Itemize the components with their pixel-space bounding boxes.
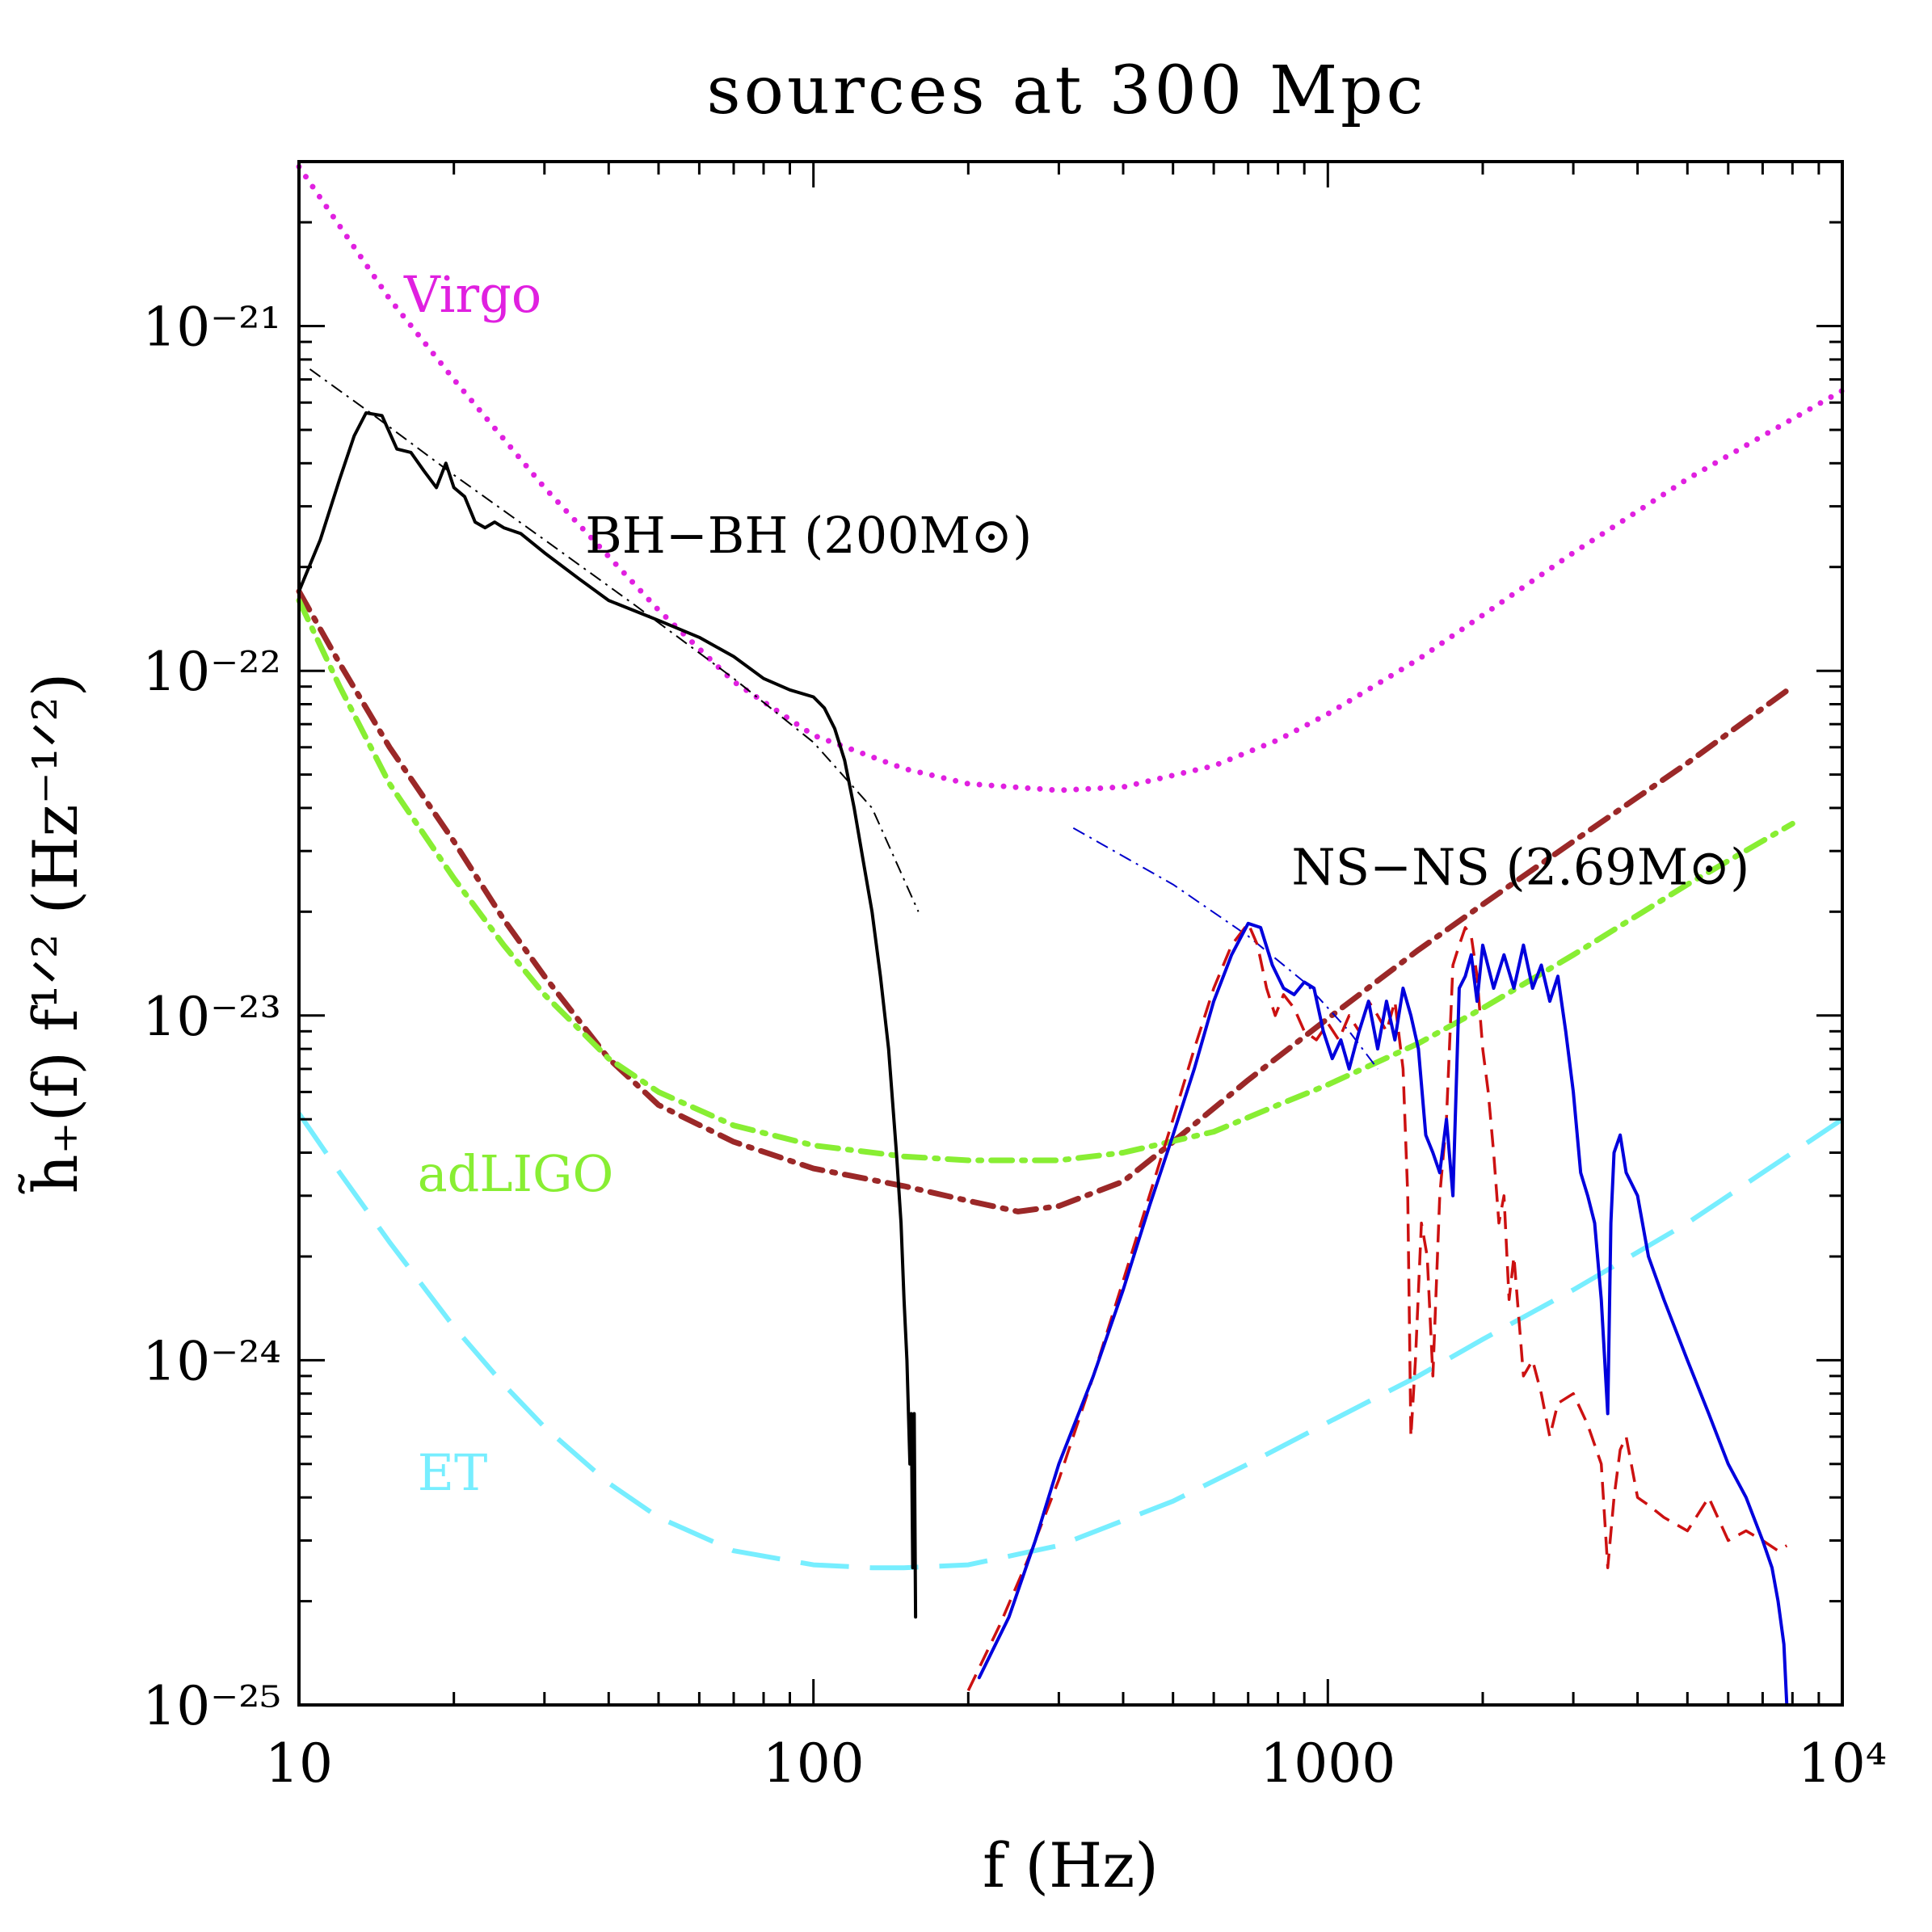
series-virgo — [296, 163, 1846, 793]
series-et — [297, 1112, 1844, 1571]
series-nsns_fit — [1072, 827, 1378, 1070]
y-tick-label: 10⁻²² — [142, 641, 281, 703]
x-axis-title: f (Hz) — [983, 1829, 1159, 1901]
annotation-layer: Virgo BH−BH (200M⊙) NS−NS (2.69M⊙) adLIGO ET — [403, 265, 1749, 1502]
series-adligo_dark — [296, 588, 1795, 1214]
x-tick-label: 1000 — [1260, 1732, 1395, 1795]
series-bhbh — [297, 411, 918, 1619]
tick-label-layer: 10 100 1000 10⁴ 10⁻²⁵ 10⁻²⁴ 10⁻²³ 10⁻²² 10⁻²¹ — [142, 297, 1887, 1795]
annotation-2: NS−NS (2.69M⊙) — [1291, 838, 1749, 897]
chart-title: sources at 300 Mpc — [707, 53, 1427, 129]
series-bhbh_fit — [309, 368, 920, 912]
annotation-4: ET — [418, 1443, 488, 1502]
x-tick-label: 10 — [265, 1732, 333, 1795]
series-adligo — [296, 597, 1795, 1164]
series-nsns_blue — [977, 921, 1789, 1707]
plot-frame — [297, 160, 1844, 1707]
annotation-3: adLIGO — [418, 1144, 614, 1203]
y-tick-label: 10⁻²⁵ — [142, 1675, 281, 1737]
tick-layer — [297, 160, 1844, 1707]
annotation-0: Virgo — [403, 265, 541, 324]
y-tick-label: 10⁻²⁴ — [142, 1330, 281, 1392]
x-tick-label: 100 — [763, 1732, 865, 1795]
annotation-1: BH−BH (200M⊙) — [585, 506, 1032, 565]
y-axis-title: h̃₊(f) f¹ᐟ² (Hz⁻¹ᐟ²) — [16, 673, 91, 1195]
y-tick-label: 10⁻²¹ — [142, 297, 281, 359]
x-tick-label: 10⁴ — [1798, 1732, 1887, 1795]
series-layer — [296, 163, 1846, 1707]
y-tick-label: 10⁻²³ — [142, 986, 281, 1048]
